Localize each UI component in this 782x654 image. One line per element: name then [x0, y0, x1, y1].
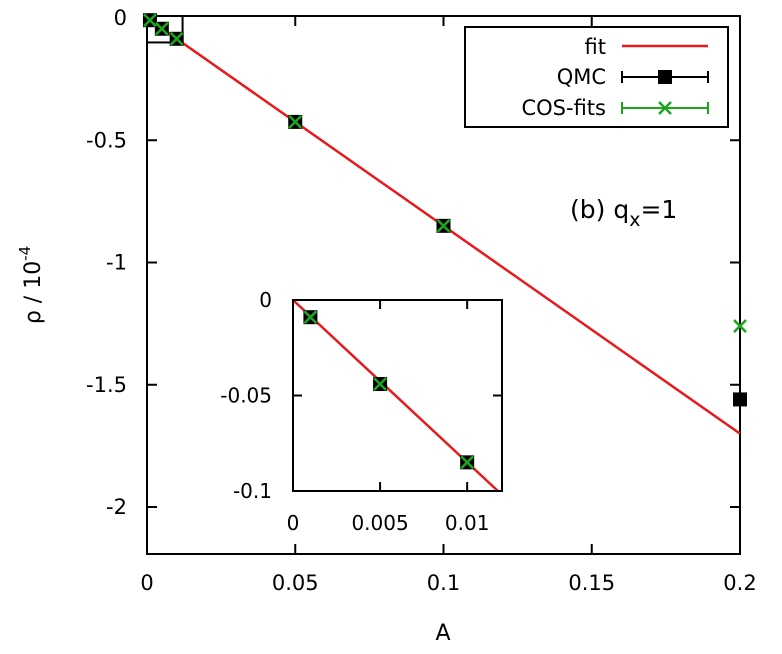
legend-label-qmc: QMC [557, 65, 606, 89]
x-tick-label: 0.2 [723, 571, 756, 595]
y-axis-title-exp: -4 [16, 246, 34, 261]
inset-cos-fit-point [460, 455, 475, 470]
legend: fit QMC COS-fits [464, 26, 729, 128]
y-tick-label: -1.5 [86, 373, 127, 397]
cos-fit-point [154, 21, 169, 36]
main-ticks: 0 0.05 0.1 0.15 0.2 0 -0.5 -1 -1.5 -2 [86, 6, 757, 595]
x-tick-label: 0 [140, 571, 153, 595]
inset-y-tick-label: 0 [259, 288, 272, 312]
cos-fit-point [169, 31, 184, 46]
legend-label-fit: fit [585, 35, 606, 59]
y-tick-label: 0 [114, 6, 127, 30]
y-tick-label: -1 [106, 251, 127, 275]
cos-fit-point [143, 13, 157, 28]
x-axis-title: A [435, 621, 450, 646]
cos-fit-point [436, 218, 451, 233]
inset-ticks: 0 0.005 0.01 0 -0.05 -0.1 [220, 288, 502, 535]
inset-cos-fit-point [303, 310, 318, 325]
inset-x-tick-label: 0.005 [351, 511, 408, 535]
qmc-point [733, 392, 747, 407]
x-tick-label: 0.05 [272, 571, 319, 595]
legend-sample-qmc [621, 70, 709, 84]
inset-plot: 0 0.005 0.01 0 -0.05 -0.1 [220, 288, 503, 535]
inset-x-tick-label: 0 [287, 511, 300, 535]
y-tick-label: -0.5 [86, 128, 127, 152]
legend-label-cos: COS-fits [521, 96, 606, 120]
cos-fit-point [288, 115, 303, 129]
x-tick-label: 0.1 [427, 571, 460, 595]
inset-x-tick-label: 0.01 [445, 511, 490, 535]
annotation-text: (b) q [570, 195, 629, 224]
y-axis-title-main: ρ / 10 [21, 261, 46, 324]
annotation-suffix: =1 [640, 195, 677, 224]
cos-fit-point [733, 319, 747, 333]
inset-y-tick-label: -0.1 [233, 479, 272, 503]
x-tick-label: 0.15 [568, 571, 615, 595]
inset-y-tick-label: -0.05 [220, 384, 272, 408]
inset-cos-fit-point [373, 377, 387, 391]
inset-region-box [146, 15, 184, 44]
y-axis-title: ρ / 10-4 [16, 246, 46, 324]
y-tick-label: -2 [106, 495, 127, 519]
legend-sample-cos [621, 101, 709, 115]
annotation-sub: x [629, 209, 640, 231]
panel-annotation: (b) qx=1 [570, 195, 677, 231]
